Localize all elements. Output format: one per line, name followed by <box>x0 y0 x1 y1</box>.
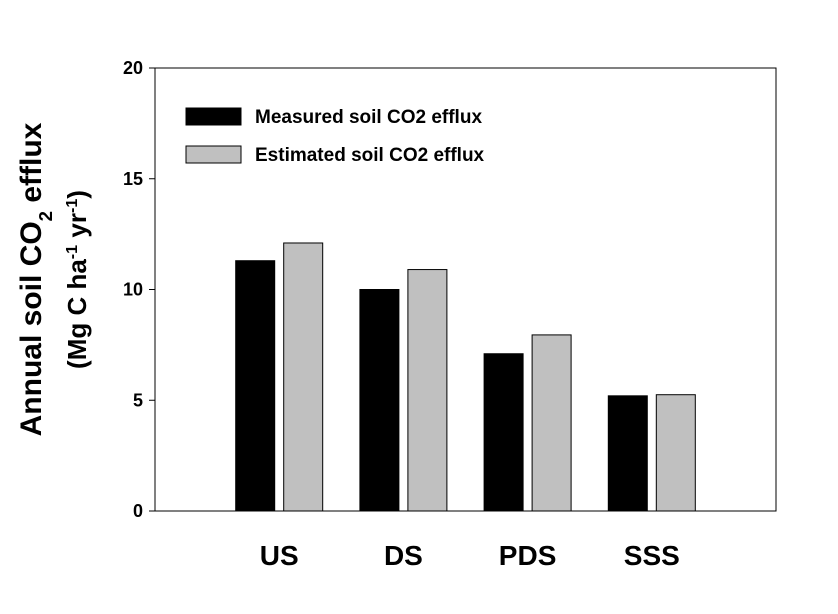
y-axis-label-part: -1 <box>63 199 81 213</box>
y-axis-label-part: efflux <box>15 122 48 211</box>
bar <box>359 289 400 512</box>
plot-frame <box>154 67 777 512</box>
y-axis-label: (Mg C ha-1 yr-1) <box>62 190 92 369</box>
x-tick-label: PDS <box>499 540 557 571</box>
y-axis-label-part: yr <box>62 213 92 245</box>
y-axis-label-part: 2 <box>35 211 56 221</box>
x-tick-label: DS <box>384 540 423 571</box>
legend-label: Estimated soil CO2 efflux <box>255 145 485 166</box>
y-tick-label: 0 <box>133 501 143 521</box>
x-tick-label: SSS <box>624 540 680 571</box>
legend-swatch <box>185 107 242 126</box>
bar <box>483 353 524 512</box>
x-tick-label: US <box>260 540 299 571</box>
bar <box>235 260 276 512</box>
bar <box>655 394 696 512</box>
y-tick-label: 20 <box>123 58 143 78</box>
legend-label: Measured soil CO2 efflux <box>255 107 482 128</box>
y-axis-label-part: Annual soil CO <box>15 221 48 436</box>
y-axis-label: Annual soil CO2 efflux <box>15 122 56 436</box>
y-tick-label: 15 <box>123 169 143 189</box>
y-axis-label-part: ) <box>62 190 92 199</box>
bar <box>283 242 324 512</box>
y-axis-label-part: -1 <box>63 245 81 259</box>
legend-swatch <box>185 145 242 164</box>
y-tick-label: 10 <box>123 280 143 300</box>
bar <box>407 269 448 512</box>
y-tick-label: 5 <box>133 390 143 410</box>
y-axis-label-part: (Mg C ha <box>62 259 92 369</box>
bar <box>607 395 648 512</box>
bar <box>531 334 572 512</box>
